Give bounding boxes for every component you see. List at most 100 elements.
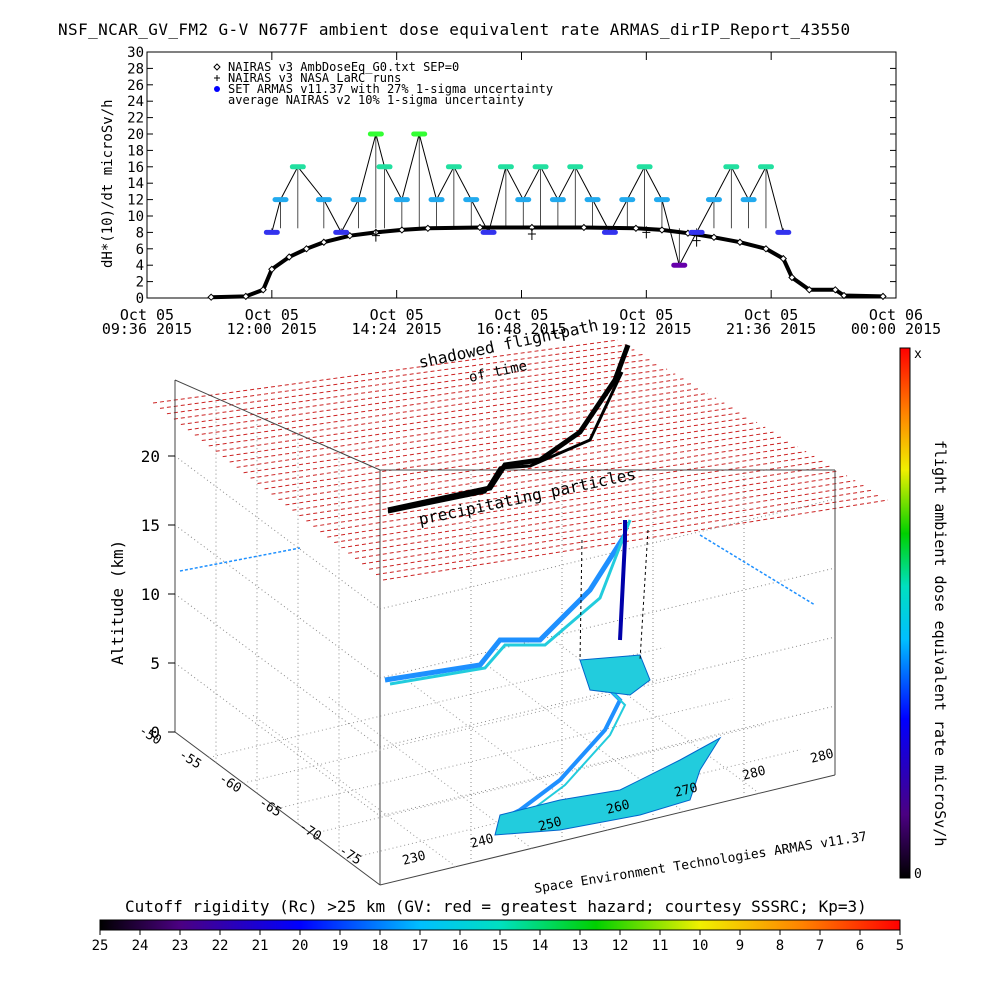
armas-point bbox=[263, 229, 280, 235]
armas-point bbox=[567, 164, 584, 170]
shadow-plane-line bbox=[180, 358, 651, 425]
shadow-plane-line bbox=[264, 417, 749, 490]
shadow-plane-line bbox=[327, 460, 823, 538]
legend-item: SET ARMAS v11.37 with 27% 1-sigma uncert… bbox=[228, 82, 553, 96]
shadow-plane-line bbox=[306, 446, 799, 522]
x-tick-label: 00:00 2015 bbox=[851, 320, 941, 338]
armas-point bbox=[272, 197, 289, 203]
armas-point bbox=[315, 197, 332, 203]
y-tick-label: 24 bbox=[127, 94, 144, 110]
armas-point bbox=[653, 197, 670, 203]
shadow-plane-line bbox=[320, 455, 815, 533]
y-tick-label: 28 bbox=[127, 61, 144, 77]
y-tick-label: 26 bbox=[127, 78, 144, 94]
nairas-point bbox=[242, 292, 250, 301]
y-tick-label: 16 bbox=[127, 160, 144, 176]
bottom-colorbar-title: Cutoff rigidity (Rc) >25 km (GV: red = g… bbox=[125, 897, 867, 916]
armas-point bbox=[445, 164, 462, 170]
lon-tick-label: 230 bbox=[401, 848, 427, 868]
x-tick-label: 16:48 2015 bbox=[476, 320, 566, 338]
flight-tracks bbox=[179, 344, 816, 836]
x-tick-label: 19:12 2015 bbox=[601, 320, 691, 338]
armas-point bbox=[584, 197, 601, 203]
particle-patch bbox=[494, 736, 722, 836]
lat-tick-label: -75 bbox=[336, 843, 364, 868]
armas-point bbox=[671, 262, 688, 268]
y-tick-label: 14 bbox=[127, 176, 144, 192]
drop-line bbox=[639, 529, 649, 661]
grid-line bbox=[174, 455, 381, 610]
lat-tick-label: -70 bbox=[296, 819, 324, 844]
shadow-plane-line bbox=[355, 480, 856, 560]
shadow-plane bbox=[152, 339, 889, 581]
armas-point bbox=[393, 197, 410, 203]
armas-point bbox=[497, 164, 514, 170]
lon-ticks: 230 240 250 260 270 280 280 bbox=[401, 746, 835, 868]
right-colorbar-label: flight ambient dose equivalent rate micr… bbox=[931, 440, 949, 846]
nairas-point bbox=[285, 253, 293, 261]
shadow-plane-line bbox=[299, 441, 790, 517]
bottom-tick-label: 15 bbox=[492, 938, 509, 954]
bottom-tick-label: 7 bbox=[816, 938, 824, 954]
armas-point bbox=[350, 197, 367, 203]
nairas-point bbox=[476, 223, 484, 232]
bottom-tick-label: 10 bbox=[692, 938, 709, 954]
flight-track bbox=[389, 519, 632, 686]
shadow-plane-line bbox=[201, 373, 676, 442]
x-tick-label: Oct 06 bbox=[869, 306, 923, 324]
shadow-plane-line bbox=[368, 489, 872, 570]
lon-tick-label: 270 bbox=[673, 780, 699, 800]
floor-grid bbox=[250, 713, 457, 868]
right-colorbar bbox=[899, 347, 911, 879]
lat-ticks: -50-55-60-65-70-75 bbox=[136, 723, 364, 868]
shadow-plane-line bbox=[152, 339, 619, 404]
series-nairas-line bbox=[211, 225, 884, 300]
bottom-tick-label: 20 bbox=[292, 938, 309, 954]
x-tick-label: Oct 05 bbox=[120, 306, 174, 324]
flight-track bbox=[524, 684, 627, 816]
altitude-label: Altitude (km) bbox=[108, 540, 127, 665]
right-colorbar-top: x bbox=[914, 347, 922, 362]
shadow-plane-line bbox=[362, 484, 864, 565]
lat-tick-label: -60 bbox=[216, 771, 244, 796]
armas-point bbox=[619, 197, 636, 203]
shadow-plane-line bbox=[375, 494, 880, 576]
bottom-tick-label: 8 bbox=[776, 938, 784, 954]
particle-patch bbox=[579, 654, 651, 696]
armas-point bbox=[688, 229, 705, 235]
shadow-plane-line bbox=[257, 412, 741, 484]
grid-line bbox=[174, 524, 381, 679]
lat-tick-label: -65 bbox=[256, 795, 284, 820]
larc-point bbox=[642, 226, 651, 239]
nairas-point bbox=[424, 224, 432, 233]
shadow-plane-line bbox=[215, 383, 692, 452]
bottom-tick-label: 12 bbox=[612, 938, 629, 954]
y-tick-label: 10 bbox=[127, 209, 144, 225]
legend-marker-plus bbox=[214, 75, 220, 81]
z-tick-label: 15 bbox=[141, 516, 160, 535]
nairas-point bbox=[207, 293, 215, 301]
lon-tick-label: 240 bbox=[469, 831, 495, 851]
shadow-plane-line bbox=[243, 402, 725, 474]
bottom-tick-label: 17 bbox=[412, 938, 429, 954]
nairas-point bbox=[346, 231, 354, 240]
bottom-tick-label: 25 bbox=[92, 938, 109, 954]
bottom-colorbar-ticks: 25 24 23 22 21 20 19 18 17 16 15 14 13 12 11 10 9 8 7 6 5 bbox=[92, 930, 904, 954]
armas-point bbox=[333, 229, 350, 235]
shadow-plane-line bbox=[348, 475, 848, 554]
z-tick-label: 5 bbox=[150, 654, 160, 673]
legend-marker-dot bbox=[214, 86, 220, 92]
shadow-plane-line bbox=[236, 397, 717, 468]
shadow-plane-line bbox=[159, 344, 627, 409]
bottom-tick-label: 21 bbox=[252, 938, 269, 954]
x-tick-label: Oct 05 bbox=[370, 306, 424, 324]
credit-label: Space Environment Technologies ARMAS v11… bbox=[533, 829, 868, 896]
y-tick-label: 8 bbox=[136, 225, 144, 241]
armas-point bbox=[411, 131, 428, 137]
nairas-point bbox=[398, 226, 406, 234]
armas-point bbox=[480, 229, 497, 235]
bottom-tick-label: 11 bbox=[652, 938, 669, 954]
